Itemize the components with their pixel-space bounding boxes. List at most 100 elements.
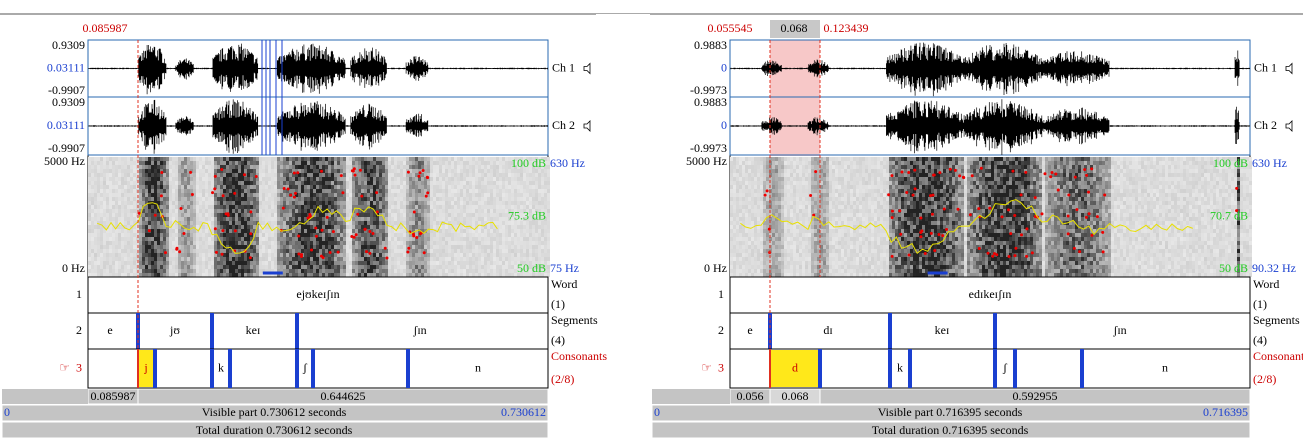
spectrogram-cell bbox=[448, 177, 451, 181]
spectrogram-cell bbox=[379, 233, 382, 237]
spectrogram-cell bbox=[505, 197, 508, 201]
tier[interactable] bbox=[88, 313, 548, 349]
interval-label[interactable]: n bbox=[475, 360, 481, 374]
spectrogram-cell bbox=[484, 273, 487, 277]
spectrogram-cell bbox=[490, 193, 493, 197]
spectrogram-cell bbox=[745, 213, 748, 217]
interval-label[interactable]: keɪ bbox=[246, 323, 261, 337]
spectrogram-cell bbox=[316, 181, 319, 185]
spectrogram-cell bbox=[295, 273, 298, 277]
spectrogram-cell bbox=[229, 189, 232, 193]
spectrogram-cell bbox=[148, 261, 151, 265]
spectrogram-cell bbox=[520, 249, 523, 253]
spectrogram-cell bbox=[256, 193, 259, 197]
spectrogram-cell bbox=[301, 197, 304, 201]
spectrogram-cell bbox=[223, 157, 226, 161]
spectrogram-cell bbox=[139, 273, 142, 277]
spectrogram-cell bbox=[289, 241, 292, 245]
spectrogram-cell bbox=[154, 161, 157, 165]
spectrogram-cell bbox=[103, 185, 106, 189]
spectrogram-cell bbox=[334, 253, 337, 257]
formant-dot bbox=[329, 251, 332, 254]
spectrogram-cell bbox=[196, 193, 199, 197]
spectrogram-cell bbox=[355, 181, 358, 185]
spectrogram-cell bbox=[97, 209, 100, 213]
spectrogram-cell bbox=[511, 185, 514, 189]
spectrogram-cell bbox=[532, 245, 535, 249]
spectrogram-cell bbox=[187, 257, 190, 261]
spectrogram-cell bbox=[388, 253, 391, 257]
spectrogram-cell bbox=[229, 157, 232, 161]
interval-label[interactable]: jʊ bbox=[169, 323, 180, 337]
spectrogram-cell bbox=[373, 245, 376, 249]
channel-mid: 0 bbox=[721, 60, 727, 74]
spectrogram-cell bbox=[742, 193, 745, 197]
spectrogram-cell bbox=[349, 205, 352, 209]
spectrogram-cell bbox=[358, 261, 361, 265]
spectrogram-cell bbox=[253, 185, 256, 189]
spectrogram-cell bbox=[346, 229, 349, 233]
spectrogram-cell bbox=[382, 221, 385, 225]
spectrogram-cell bbox=[148, 213, 151, 217]
spectrogram-cell bbox=[340, 157, 343, 161]
spectrogram-cell bbox=[478, 205, 481, 209]
spectrogram-cell bbox=[442, 161, 445, 165]
spectrogram-cell bbox=[352, 161, 355, 165]
spectrogram-cell bbox=[232, 221, 235, 225]
interval-label[interactable]: e bbox=[107, 323, 112, 337]
spectrogram-cell bbox=[535, 201, 538, 205]
spectrogram-cell bbox=[334, 205, 337, 209]
spectrogram-cell bbox=[265, 213, 268, 217]
spectrogram-cell bbox=[733, 225, 736, 229]
spectrogram-cell bbox=[172, 165, 175, 169]
spectrogram-cell bbox=[730, 233, 733, 237]
spectrogram-cell bbox=[199, 233, 202, 237]
interval-label[interactable]: ejʊkeɪʃɪn bbox=[296, 287, 339, 301]
spectrogram-cell bbox=[88, 221, 91, 225]
spectrogram-cell bbox=[250, 217, 253, 221]
spectrogram-cell bbox=[286, 241, 289, 245]
spectrogram-cell bbox=[433, 221, 436, 225]
interval-label[interactable]: k bbox=[218, 360, 224, 374]
spectrogram-cell bbox=[466, 265, 469, 269]
spectrogram-cell bbox=[415, 197, 418, 201]
spectrogram-cell bbox=[355, 269, 358, 273]
spectrogram-cell bbox=[100, 245, 103, 249]
spectrogram-cell bbox=[505, 241, 508, 245]
spectrogram-cell bbox=[214, 213, 217, 217]
spectrogram-cell bbox=[331, 265, 334, 269]
spectrogram-cell bbox=[127, 169, 130, 173]
interval-label[interactable]: j bbox=[143, 360, 147, 374]
spectrogram-cell bbox=[730, 197, 733, 201]
spectrogram-cell bbox=[232, 225, 235, 229]
spectrogram-cell bbox=[430, 173, 433, 177]
spectrogram-cell bbox=[490, 249, 493, 253]
spectrogram-cell bbox=[112, 193, 115, 197]
spectrogram-cell bbox=[508, 269, 511, 273]
spectrogram-cell bbox=[196, 217, 199, 221]
spectrogram-cell bbox=[472, 237, 475, 241]
spectrogram-cell bbox=[460, 245, 463, 249]
spectrogram-cell bbox=[232, 209, 235, 213]
spectrogram-cell bbox=[328, 161, 331, 165]
spectrogram-cell bbox=[169, 189, 172, 193]
spectrogram-cell bbox=[400, 261, 403, 265]
tier-marker: ☞ bbox=[59, 360, 70, 374]
interval-label[interactable]: ʃɪn bbox=[412, 323, 426, 337]
spectrogram-cell bbox=[274, 229, 277, 233]
spectrogram-cell bbox=[193, 157, 196, 161]
spectrogram-cell bbox=[187, 197, 190, 201]
spectrogram-cell bbox=[445, 269, 448, 273]
formant-dot bbox=[423, 251, 426, 254]
spectrogram-cell bbox=[202, 261, 205, 265]
spectrogram-cell bbox=[481, 165, 484, 169]
spectrogram-cell bbox=[547, 221, 550, 225]
spectrogram-cell bbox=[430, 241, 433, 245]
spectrogram-cell bbox=[181, 261, 184, 265]
spectrogram-cell bbox=[229, 193, 232, 197]
spectrogram-cell bbox=[451, 185, 454, 189]
spectrogram-cell bbox=[385, 273, 388, 277]
spectrogram-cell bbox=[514, 193, 517, 197]
spectrogram-cell bbox=[133, 261, 136, 265]
spectrogram-cell bbox=[499, 241, 502, 245]
